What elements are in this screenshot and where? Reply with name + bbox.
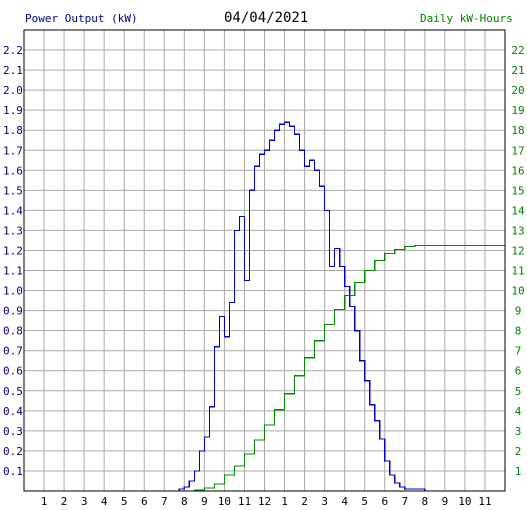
y-left-tick-label: 0.3 (3, 425, 23, 438)
x-tick-label: 11 (238, 495, 251, 508)
x-tick-label: 6 (141, 495, 148, 508)
x-tick-label: 6 (381, 495, 388, 508)
y-left-tick-label: 1.7 (3, 144, 23, 157)
y-right-tick-label: 20 (511, 84, 524, 97)
x-tick-label: 8 (181, 495, 188, 508)
y-left-tick-label: 1.8 (3, 124, 23, 137)
y-left-tick-label: 1.2 (3, 244, 23, 257)
series-layer (174, 121, 505, 492)
x-tick-label: 2 (301, 495, 308, 508)
y-right-tick-label: 16 (511, 164, 524, 177)
left-axis-title: Power Output (kW) (25, 12, 138, 25)
y-right-tick-label: 18 (511, 124, 524, 137)
x-tick-label: 9 (442, 495, 449, 508)
x-tick-label: 11 (478, 495, 491, 508)
x-tick-label: 3 (81, 495, 88, 508)
x-tick-label: 7 (401, 495, 408, 508)
x-tick-label: 4 (341, 495, 348, 508)
y-right-tick-label: 2 (515, 445, 522, 458)
x-tick-label: 7 (161, 495, 168, 508)
y-right-tick-label: 8 (515, 325, 522, 338)
x-tick-label: 9 (201, 495, 208, 508)
x-tick-label: 3 (321, 495, 328, 508)
x-tick-label: 10 (458, 495, 471, 508)
y-right-tick-label: 17 (511, 144, 524, 157)
y-right-tick-label: 21 (511, 64, 524, 77)
y-left-tick-label: 1.1 (3, 265, 23, 278)
y-left-tick-label: 1.3 (3, 224, 23, 237)
y-left-tick-label: 2.0 (3, 84, 23, 97)
y-left-tick-label: 1.9 (3, 104, 23, 117)
y-right-tick-label: 22 (511, 44, 524, 57)
y-left-tick-label: 1.5 (3, 184, 23, 197)
y-left-tick-label: 0.5 (3, 385, 23, 398)
plot-border (23, 29, 506, 492)
y-right-tick-label: 3 (515, 425, 522, 438)
y-left-tick-label: 2.1 (3, 64, 23, 77)
x-tick-label: 5 (361, 495, 368, 508)
y-right-tick-label: 5 (515, 385, 522, 398)
y-left-tick-label: 1.0 (3, 285, 23, 298)
y-right-tick-label: 11 (511, 265, 524, 278)
x-tick-label: 1 (281, 495, 288, 508)
y-right-tick-label: 12 (511, 244, 524, 257)
power-series-line (174, 121, 445, 492)
x-tick-label: 12 (258, 495, 271, 508)
y-left-tick-label: 0.7 (3, 345, 23, 358)
y-right-tick-label: 9 (515, 305, 522, 318)
y-right-tick-label: 4 (515, 405, 522, 418)
x-tick-label: 5 (121, 495, 128, 508)
y-left-tick-label: 0.1 (3, 465, 23, 478)
y-right-tick-label: 6 (515, 365, 522, 378)
y-left-tick-label: 1.6 (3, 164, 23, 177)
y-left-tick-label: 1.4 (3, 204, 23, 217)
y-right-tick-label: 14 (511, 204, 525, 217)
x-tick-label: 10 (218, 495, 231, 508)
x-tick-label: 4 (101, 495, 108, 508)
y-right-tick-label: 19 (511, 104, 524, 117)
energy-series-line (174, 244, 505, 492)
y-left-tick-label: 0.8 (3, 325, 23, 338)
y-right-tick-label: 13 (511, 224, 524, 237)
y-right-tick-label: 10 (511, 285, 524, 298)
y-left-tick-label: 0.6 (3, 365, 23, 378)
axes: 1 2 3 4 5 6 7 8 9 10 11 12 1 2 3 4 5 6 7 8 9 10 110.10.20.30.4… (3, 29, 525, 508)
x-tick-label: 1 (41, 495, 48, 508)
x-tick-label: 8 (422, 495, 429, 508)
y-left-tick-label: 0.9 (3, 305, 23, 318)
grid (24, 30, 505, 491)
x-tick-label: 2 (61, 495, 68, 508)
y-left-tick-label: 0.2 (3, 445, 23, 458)
y-left-tick-label: 2.2 (3, 44, 23, 57)
chart-title: 04/04/2021 (224, 10, 309, 26)
y-right-tick-label: 1 (515, 465, 522, 478)
y-right-tick-label: 7 (515, 345, 522, 358)
y-right-tick-label: 15 (511, 184, 524, 197)
y-left-tick-label: 0.4 (3, 405, 23, 418)
right-axis-title: Daily kW-Hours (420, 12, 513, 25)
